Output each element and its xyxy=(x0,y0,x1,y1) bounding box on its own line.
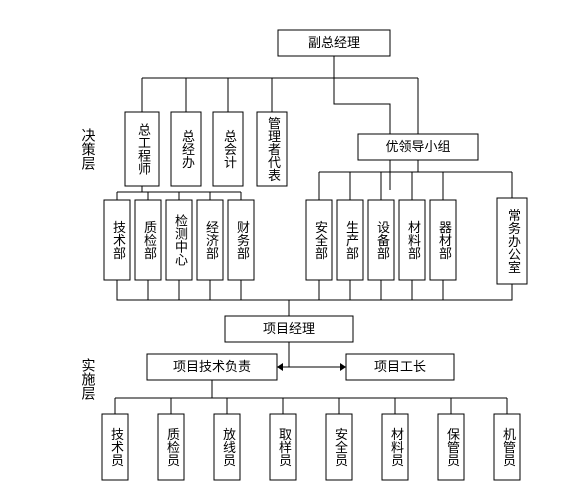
node-label: 质检员 xyxy=(165,428,180,467)
node-label: 放线员 xyxy=(221,428,236,467)
node-r3_8: 材料部 xyxy=(399,200,425,280)
node-office: 常务办公室 xyxy=(497,198,527,284)
org-chart: 副总经理总工程师 总经办 总会计 管理者代表 优领导小组常务办公室 技术部 质检部 检测中心 经… xyxy=(0,0,573,501)
node-r3_1: 质检部 xyxy=(135,200,161,280)
node-top: 副总经理 xyxy=(278,30,390,56)
edge xyxy=(115,380,507,398)
node-label: 经济部 xyxy=(204,221,219,260)
node-label: 器材部 xyxy=(437,221,452,260)
node-r3_5: 安全部 xyxy=(306,200,332,280)
node-r5_5: 材料员 xyxy=(382,414,408,480)
node-label: 总经办 xyxy=(180,130,195,170)
node-label: 检测中心 xyxy=(173,214,188,266)
node-lead: 优领导小组 xyxy=(358,134,478,160)
node-label: 财务部 xyxy=(235,221,250,260)
edge xyxy=(117,186,241,192)
node-r3_0: 技术部 xyxy=(104,200,130,280)
node-r5_3: 取样员 xyxy=(270,414,296,480)
node-r3_4: 财务部 xyxy=(228,200,254,280)
node-r5_7: 机管员 xyxy=(494,414,520,480)
node-label: 项目经理 xyxy=(263,321,315,336)
node-r3_3: 经济部 xyxy=(197,200,223,280)
node-r3_2: 检测中心 xyxy=(166,200,192,280)
node-label: 管理者代表 xyxy=(266,117,281,182)
node-pm: 项目经理 xyxy=(225,316,353,342)
node-r3_9: 器材部 xyxy=(430,200,456,280)
node-r2b: 总经办 xyxy=(171,112,201,186)
node-label: 安全部 xyxy=(313,221,328,260)
node-r5_0: 技术员 xyxy=(102,414,128,480)
node-label: 材料部 xyxy=(406,221,421,260)
node-tech_lead: 项目技术负责 xyxy=(147,354,277,380)
node-label: 设备部 xyxy=(375,221,390,260)
edge xyxy=(117,280,289,300)
node-r2d: 管理者代表 xyxy=(257,112,287,186)
node-r5_6: 保管员 xyxy=(438,414,464,480)
node-r5_1: 质检员 xyxy=(158,414,184,480)
node-label: 机管员 xyxy=(501,428,516,467)
node-label: 保管员 xyxy=(445,428,460,467)
node-label: 副总经理 xyxy=(308,35,360,50)
side-label-decision: 决策层 xyxy=(80,128,96,170)
arrow-right xyxy=(340,363,346,371)
side-label-exec: 实施层 xyxy=(80,358,96,400)
node-r3_6: 生产部 xyxy=(337,200,363,280)
node-label: 质检部 xyxy=(142,221,157,260)
node-r2a: 总工程师 xyxy=(125,112,159,186)
node-r3_7: 设备部 xyxy=(368,200,394,280)
node-label: 生产部 xyxy=(344,221,359,260)
node-label: 总会计 xyxy=(222,130,237,169)
node-label: 总工程师 xyxy=(136,123,151,175)
node-foreman: 项目工长 xyxy=(346,354,454,380)
node-label: 常务办公室 xyxy=(506,209,521,274)
node-label: 项目工长 xyxy=(374,359,426,374)
node-label: 技术员 xyxy=(109,428,124,467)
edge xyxy=(443,284,512,300)
node-label: 安全员 xyxy=(333,428,348,467)
node-r5_4: 安全员 xyxy=(326,414,352,480)
node-label: 材料员 xyxy=(389,428,404,467)
node-r2c: 总会计 xyxy=(213,112,243,186)
node-r5_2: 放线员 xyxy=(214,414,240,480)
arrow-left xyxy=(277,363,283,371)
node-label: 优领导小组 xyxy=(385,139,450,154)
node-label: 技术部 xyxy=(111,221,126,260)
edge xyxy=(289,280,443,300)
edge xyxy=(334,56,390,190)
node-label: 项目技术负责 xyxy=(173,359,251,374)
node-label: 取样员 xyxy=(277,428,292,467)
